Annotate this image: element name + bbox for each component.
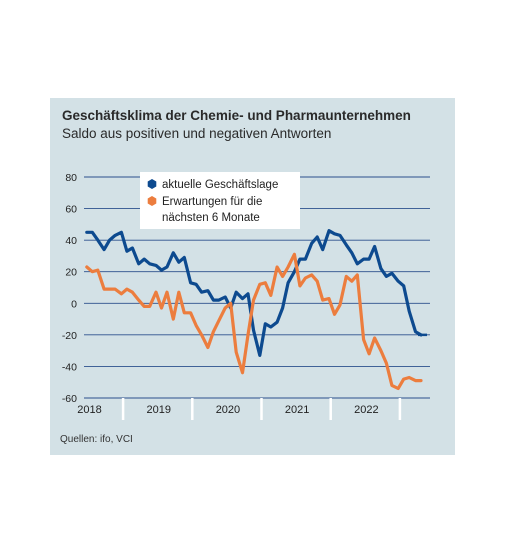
y-tick-label: -20 bbox=[62, 330, 77, 342]
x-tick-label: 2019 bbox=[146, 404, 170, 416]
chart-subtitle: Saldo aus positiven und negativen Antwor… bbox=[62, 126, 332, 141]
legend-background bbox=[140, 172, 300, 229]
y-tick-label: 40 bbox=[65, 235, 77, 247]
y-tick-label: -40 bbox=[62, 361, 77, 373]
x-tick-label: 2020 bbox=[216, 404, 240, 416]
y-axis-ticks: 80 60 40 20 0 -20 -40 -60 bbox=[62, 172, 77, 405]
y-tick-label: 60 bbox=[65, 204, 77, 216]
legend-marker-aktuelle-geschaeftslage bbox=[147, 179, 157, 189]
x-tick-label: 2022 bbox=[354, 404, 378, 416]
legend-marker-erwartungen bbox=[147, 196, 157, 206]
y-tick-label: 0 bbox=[71, 298, 77, 310]
x-axis-ticks: 2018 2019 2020 2021 2022 bbox=[77, 398, 402, 420]
x-tick-label: 2018 bbox=[77, 404, 101, 416]
series-line-1 bbox=[85, 252, 423, 391]
chart-title: Geschäftsklima der Chemie- und Pharmaunt… bbox=[62, 108, 411, 123]
x-tick-label: 2021 bbox=[285, 404, 309, 416]
series-lines bbox=[85, 229, 428, 391]
legend-label-erwartungen: Erwartungen für die nächsten 6 Monate bbox=[162, 196, 262, 224]
series-line-0 bbox=[85, 229, 423, 357]
source-note: Quellen: ifo, VCI bbox=[60, 434, 133, 445]
grid-lines bbox=[84, 176, 430, 399]
y-tick-label: 80 bbox=[65, 172, 77, 184]
y-tick-label: 20 bbox=[65, 267, 77, 279]
legend-label-aktuelle-geschaeftslage: aktuelle Geschäftslage bbox=[162, 179, 278, 191]
legend: aktuelle Geschäftslage Erwartungen für d… bbox=[140, 172, 300, 229]
y-tick-label: -60 bbox=[62, 393, 77, 405]
